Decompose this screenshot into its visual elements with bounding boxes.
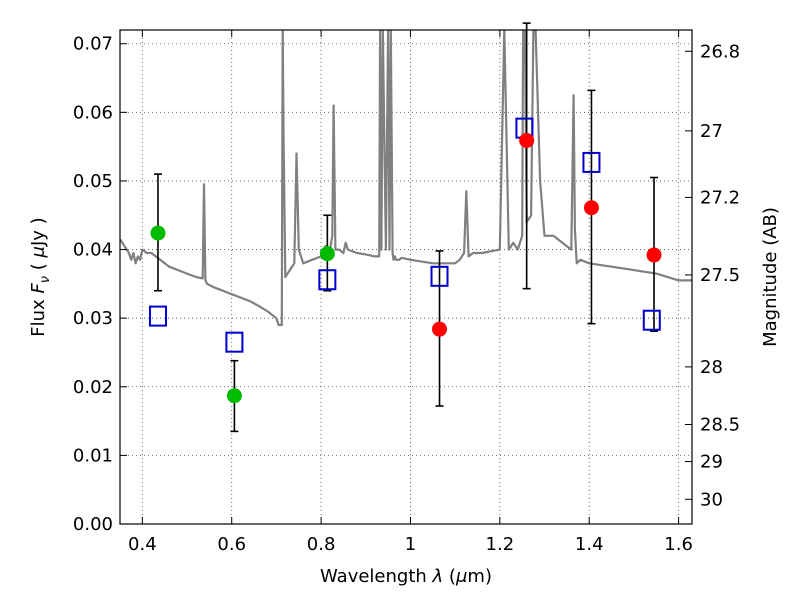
y2-tick-label: 28.5 <box>700 415 740 436</box>
x-tick-label: 1 <box>405 534 416 555</box>
x-tick-label: 1.4 <box>575 534 604 555</box>
y2-tick-label: 27 <box>700 121 723 142</box>
plot-frame <box>119 29 693 525</box>
model-flux-box <box>642 309 661 331</box>
y-tick-label: 0.02 <box>73 377 113 398</box>
y-tick-label: 0.07 <box>73 34 113 55</box>
x-tick-label: 0.4 <box>128 534 157 555</box>
model-photometry-boxes <box>148 117 661 353</box>
observed-photometry-points <box>150 132 662 404</box>
model-flux-box <box>148 305 167 327</box>
y2-tick-label: 27.5 <box>700 265 740 286</box>
y-tick-label: 0.05 <box>73 171 113 192</box>
y-tick-label: 0.01 <box>73 445 113 466</box>
nir-flux-point <box>519 132 535 148</box>
error-bars <box>153 22 659 433</box>
x-tick-label: 0.6 <box>217 534 246 555</box>
nir-flux-point <box>646 247 662 263</box>
model-flux-box <box>582 151 601 173</box>
optical-flux-point <box>319 246 335 262</box>
model-flux-box <box>318 269 337 291</box>
y2-tick-label: 27.2 <box>700 187 740 208</box>
model-flux-box <box>430 265 449 287</box>
x-tick-label: 1.2 <box>486 534 515 555</box>
optical-flux-point <box>150 225 166 241</box>
axis-ticks: 0.4 0.6 0.8 1 1.2 1.4 1.6 0.00 0.01 0.02 0.03 0.04 0… <box>73 30 740 555</box>
x-tick-label: 1.6 <box>664 534 693 555</box>
y2-tick-label: 28 <box>700 357 723 378</box>
optical-flux-point <box>226 388 242 404</box>
y-tick-label: 0.00 <box>73 514 113 535</box>
y2-axis-label: Magnitude (AB) <box>760 207 781 347</box>
x-tick-label: 0.8 <box>307 534 336 555</box>
nir-flux-point <box>583 200 599 216</box>
y2-tick-label: 30 <box>700 489 723 510</box>
model-flux-box <box>225 331 244 353</box>
nir-flux-point <box>432 321 448 337</box>
y2-tick-label: 29 <box>700 452 723 473</box>
x-axis-label: Wavelength λ (μm) <box>320 566 492 587</box>
y2-tick-label: 26.8 <box>700 41 740 62</box>
y-axis-label: Flux Fν ( μJy ) <box>28 217 53 336</box>
y-tick-label: 0.04 <box>73 240 113 261</box>
y-tick-label: 0.03 <box>73 308 113 329</box>
spectrum-line <box>120 30 692 327</box>
model-spectrum <box>120 30 692 327</box>
y-tick-label: 0.06 <box>73 102 113 123</box>
